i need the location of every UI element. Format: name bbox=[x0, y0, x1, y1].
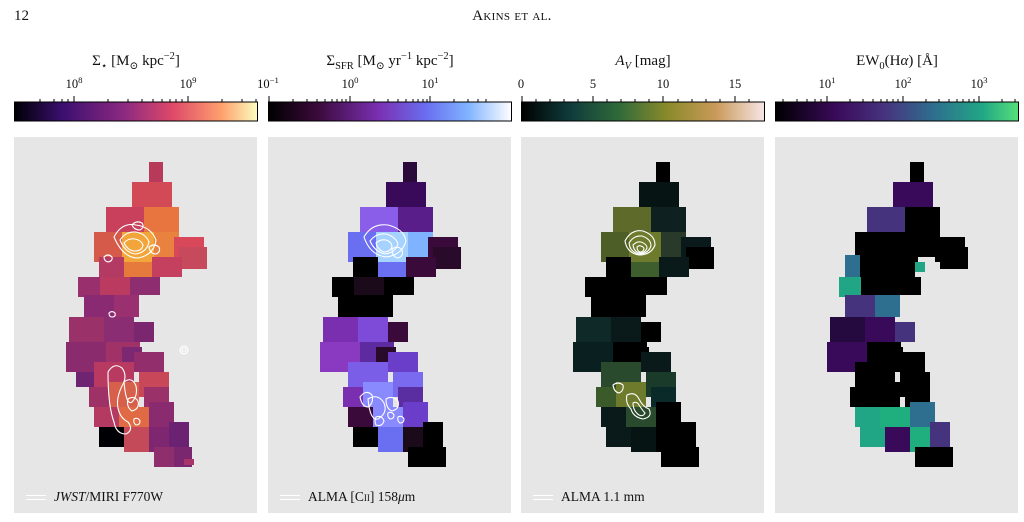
colorbar-ticks bbox=[782, 96, 1016, 102]
colorbar bbox=[521, 96, 765, 122]
colorbar-ticks bbox=[39, 96, 257, 102]
tick-label: 101 bbox=[818, 74, 836, 91]
colorbar-title-av: AV [mag] bbox=[615, 53, 671, 72]
colorbar-ticks bbox=[521, 96, 750, 102]
stellar-mass-map bbox=[66, 162, 207, 467]
tick-label: 5 bbox=[589, 77, 597, 91]
contour-legend-icon bbox=[26, 494, 46, 500]
tick-label: 109 bbox=[179, 74, 197, 91]
legend: JWST/MIRI F770W bbox=[26, 489, 163, 505]
contour-legend-icon bbox=[280, 494, 300, 500]
tick-label: 102 bbox=[894, 74, 912, 91]
tick-label: 0 bbox=[517, 77, 525, 91]
tick-label: 103 bbox=[970, 74, 988, 91]
colorbar bbox=[14, 96, 258, 122]
map-panel-av: ALMA 1.1 mm bbox=[521, 137, 764, 513]
colorbar-title-ew: EW0(Hα) [Å] bbox=[856, 53, 938, 72]
ew-map bbox=[827, 162, 968, 467]
map-panel-ew bbox=[775, 137, 1018, 513]
tick-label: 101 bbox=[421, 74, 439, 91]
tick-label: 108 bbox=[65, 74, 83, 91]
tick-label: 10−1 bbox=[257, 74, 279, 91]
running-head: Akins et al. bbox=[472, 8, 552, 24]
legend-label-jwst: JWST bbox=[54, 489, 86, 504]
legend: ALMA 1.1 mm bbox=[533, 489, 645, 505]
colorbar-title-sfr: ΣSFR [M⊙ yr−1 kpc−2] bbox=[326, 51, 454, 72]
av-map bbox=[573, 162, 714, 467]
colorbar-title-stellar-mass: Σ⋆ [M⊙ kpc−2] bbox=[92, 51, 180, 72]
tick-label: 15 bbox=[728, 77, 742, 91]
colorbar bbox=[268, 96, 512, 122]
tick-label: 10 bbox=[656, 77, 670, 91]
map-panel-stellar-mass: JWST/MIRI F770W bbox=[14, 137, 257, 513]
tick-label: 100 bbox=[341, 74, 359, 91]
sfr-map bbox=[320, 162, 461, 467]
colorbar bbox=[775, 96, 1019, 122]
page-number: 12 bbox=[14, 8, 29, 24]
contour-legend-icon bbox=[533, 494, 553, 500]
colorbar-ticks bbox=[268, 96, 487, 102]
